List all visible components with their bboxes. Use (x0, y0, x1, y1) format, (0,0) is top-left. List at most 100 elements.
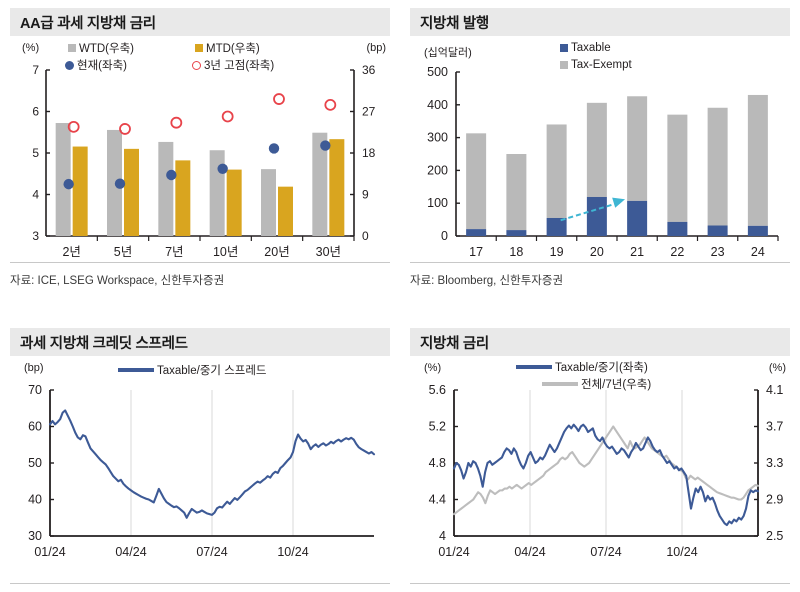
legend-label: Tax-Exempt (571, 59, 632, 71)
square-marker-icon (560, 61, 568, 69)
panel3-svg: 30 40 50 60 70 01/24 04/24 07/24 10/24 (28, 383, 376, 559)
panel2-ytick: 500 (427, 65, 448, 79)
panel2-xtick: 22 (670, 245, 684, 259)
bar-wtd (312, 132, 328, 236)
panel1-xtick: 30년 (316, 245, 341, 259)
bar-tax-exempt (466, 133, 487, 230)
bar-wtd (209, 150, 225, 236)
svg4-ytick-right: 2.9 (766, 493, 783, 507)
svg4-xtick: 07/24 (590, 545, 621, 559)
bar-tax-exempt (506, 154, 527, 231)
panel1-ytick-left: 4 (32, 188, 39, 202)
panel2-ytick: 300 (427, 131, 448, 145)
panel2-xtick: 24 (751, 245, 765, 259)
marker-current (320, 140, 331, 151)
bar-taxable (627, 200, 648, 236)
panel1-ytick-left: 3 (32, 229, 39, 243)
panel1-ytick-right: 27 (362, 105, 376, 119)
bar-tax-exempt (707, 107, 728, 226)
bar-tax-exempt (627, 96, 648, 201)
legend-label: Taxable/중기 스프레드 (157, 365, 267, 377)
panel4-legend-overall: 전체/7년(우축) (542, 376, 651, 392)
panel1-xtick: 7년 (165, 245, 183, 259)
panel1-source: 자료: ICE, LSEG Workspace, 신한투자증권 (10, 275, 225, 287)
panel1-ytick-right: 18 (362, 146, 376, 160)
panel2-plot: (십억달러) Taxable Tax-Exempt 0 100 200 300 400 5… (410, 40, 790, 265)
svg3-ytick-left: 60 (28, 420, 42, 434)
panel4-right-axis-unit: (%) (768, 362, 786, 374)
panel1-ytick-right: 0 (362, 229, 369, 243)
svg4-ytick-left: 5.6 (429, 383, 446, 397)
line-marker-icon (516, 365, 552, 369)
svg4-ytick-left: 5.2 (429, 420, 446, 434)
svg4-xtick: 04/24 (514, 545, 545, 559)
svg4-ytick-left: 4 (439, 529, 446, 543)
panel3-plot: (bp) Taxable/중기 스프레드 30 40 50 60 70 01/24 04/2… (10, 360, 390, 565)
legend-label: WTD(우축) (79, 43, 135, 55)
svg3-xtick: 01/24 (34, 545, 65, 559)
bar-taxable (546, 217, 567, 236)
series-line (48, 409, 376, 519)
panel2-legend-taxable: Taxable (560, 42, 611, 54)
panel1-legend-3yr-high: 3년 고점(좌축) (192, 57, 274, 73)
svg3-xtick: 04/24 (115, 545, 146, 559)
legend-label: 3년 고점(좌축) (204, 60, 275, 72)
dot-marker-icon (65, 60, 74, 70)
marker-3yr-high (119, 123, 131, 135)
ring-marker-icon (192, 60, 201, 70)
panel2-ytick: 0 (441, 229, 448, 243)
panel1-ytick-left: 7 (32, 63, 39, 77)
panel2-ytick: 100 (427, 196, 448, 210)
marker-3yr-high (324, 98, 337, 111)
marker-current (114, 178, 126, 189)
bar-wtd (158, 141, 174, 236)
growth-arrow-line (560, 202, 618, 222)
panel2-ytick: 400 (427, 98, 448, 112)
marker-3yr-high (67, 120, 80, 133)
legend-label: 현재(좌축) (77, 60, 127, 72)
panel1-ytick-left: 6 (32, 105, 39, 119)
bar-mtd (278, 186, 293, 236)
legend-label: Taxable (571, 42, 611, 54)
panel4-divider (410, 583, 790, 584)
svg4-ytick-right: 3.7 (766, 420, 783, 434)
panel1-xtick: 2년 (62, 245, 80, 259)
panel2-legend-tax-exempt: Tax-Exempt (560, 59, 632, 71)
bar-taxable (747, 225, 768, 236)
panel2-xtick: 21 (630, 245, 644, 259)
svg3-xtick: 07/24 (196, 545, 227, 559)
panel1-left-axis-unit: (%) (22, 42, 40, 54)
legend-label: MTD(우축) (206, 43, 260, 55)
bar-mtd (72, 146, 88, 236)
marker-current (166, 169, 177, 181)
panel-aa-rated-taxable-muni-yield: AA급 과세 지방채 금리 (%) (bp) WTD(우축) MTD(우축) 현… (0, 0, 400, 310)
bar-mtd (329, 139, 345, 236)
line-marker-icon (542, 382, 578, 386)
bar-taxable (667, 221, 688, 236)
panel3-title: 과세 지방채 크레딧 스프레드 (10, 328, 390, 356)
panel2-xtick: 20 (590, 245, 604, 259)
panel4-svg: 4 4.4 4.8 5.2 5.6 2.5 2.9 3.3 3.7 4.1 01/24 04/24 07… (429, 383, 784, 559)
bar-wtd (55, 123, 71, 236)
marker-current (63, 178, 74, 190)
legend-label: 전체/7년(우축) (581, 379, 652, 391)
series-line (452, 423, 760, 527)
line-marker-icon (118, 368, 154, 372)
series-line (452, 425, 760, 516)
bar-wtd (107, 129, 122, 236)
marker-current (268, 143, 280, 154)
panel3-divider (10, 583, 390, 584)
bar-wtd (261, 169, 276, 236)
panel-muni-issuance: 지방채 발행 (십억달러) Taxable Tax-Exempt 0 100 200… (400, 0, 800, 310)
marker-3yr-high (273, 93, 285, 105)
panel4-title: 지방채 금리 (410, 328, 790, 356)
panel1-ytick-right: 9 (362, 188, 369, 202)
panel3-left-axis-unit: (bp) (24, 362, 44, 374)
bar-mtd (175, 160, 191, 236)
panel2-title: 지방채 발행 (410, 8, 790, 36)
panel1-xtick: 10년 (213, 245, 238, 259)
panel1-divider (10, 262, 390, 263)
panel2-xtick: 18 (509, 245, 523, 259)
panel-muni-yields: 지방채 금리 (%) (%) Taxable/중기(좌축) 전체/7년(우축) … (400, 310, 800, 592)
svg3-xtick: 10/24 (277, 545, 308, 559)
